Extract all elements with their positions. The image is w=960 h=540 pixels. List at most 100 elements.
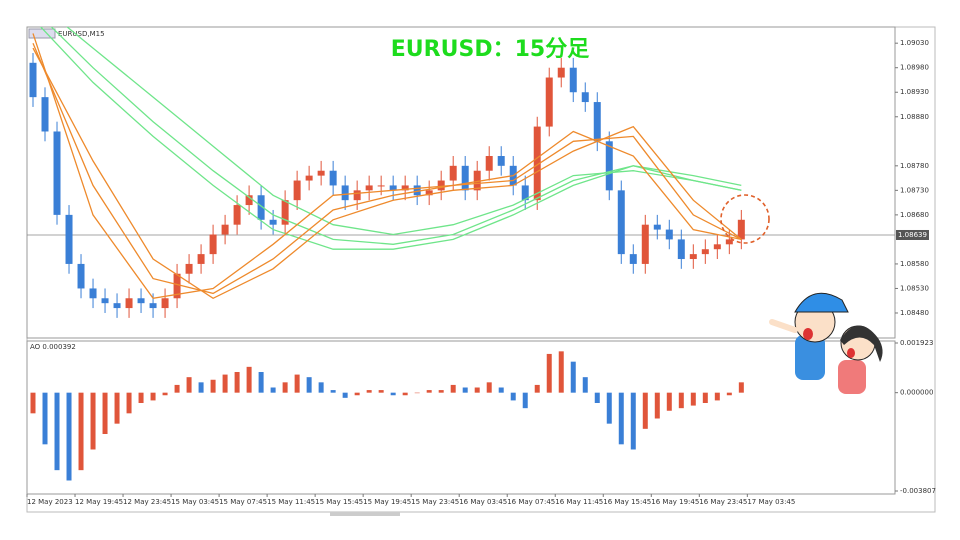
ao-bar [270, 387, 276, 393]
ao-bar [606, 392, 612, 424]
ao-bar [522, 392, 528, 409]
x-tick-label: 12 May 19:45 [75, 498, 123, 506]
ao-bar [30, 392, 36, 414]
ao-bar [186, 377, 192, 393]
candle-body [269, 219, 277, 225]
ao-label: AO 0.000392 [30, 343, 76, 351]
x-tick-label: 15 May 07:45 [219, 498, 267, 506]
ao-bar [162, 392, 168, 396]
ao-bar [534, 384, 540, 393]
ao-bar [426, 390, 432, 393]
girl-hair [840, 325, 883, 362]
ao-bar [630, 392, 636, 450]
x-tick-label: 15 May 23:45 [411, 498, 459, 506]
boy-arm [769, 319, 798, 333]
x-tick-label: 15 May 15:45 [315, 498, 363, 506]
ao-bar [690, 392, 696, 406]
x-tick-label: 16 May 07:45 [507, 498, 555, 506]
y-tick-label: 1.08930 [900, 88, 929, 96]
scrollbar [330, 512, 400, 516]
ao-bar [558, 351, 564, 393]
candle-body [521, 185, 529, 201]
x-tick-label: 16 May 19:45 [651, 498, 699, 506]
candle-body [125, 298, 133, 309]
candle-body [665, 229, 673, 240]
candle-body [449, 165, 457, 181]
candle-body [473, 170, 481, 191]
y-tick-label: 1.08780 [900, 162, 929, 170]
ao-bar [354, 392, 360, 396]
candle-body [737, 219, 745, 240]
ao-bar [54, 392, 60, 471]
ao-bar [198, 382, 204, 393]
y-tick-label: 1.08580 [900, 260, 929, 268]
candle-body [401, 185, 409, 191]
ao-y-tick-label: 0.000000 [900, 389, 933, 397]
ao-bar [126, 392, 132, 414]
ao-y-tick-label: 0.001923 [900, 339, 933, 347]
ao-bar [498, 387, 504, 393]
candle-body [485, 156, 493, 171]
ao-bar [102, 392, 108, 434]
candle-body [701, 249, 709, 255]
y-tick-label: 1.08480 [900, 309, 929, 317]
ao-bar [402, 392, 408, 396]
candle-body [137, 298, 145, 304]
candle-body [629, 254, 637, 264]
candle-body [413, 185, 421, 196]
illustration [769, 292, 883, 394]
candle-body [257, 195, 265, 220]
ao-bar [678, 392, 684, 409]
y-tick-label: 1.08530 [900, 284, 929, 292]
x-tick-label: 15 May 11:45 [267, 498, 315, 506]
ao-bar [78, 392, 84, 471]
x-tick-label: 12 May 23:45 [123, 498, 171, 506]
candle-body [641, 224, 649, 264]
x-tick-label: 16 May 03:45 [459, 498, 507, 506]
moving-average [66, 27, 742, 236]
last-price-box [896, 229, 929, 240]
candle-body [305, 175, 313, 181]
ao-bar [210, 379, 216, 393]
y-tick-label: 1.08880 [900, 113, 929, 121]
candle-body [281, 200, 289, 225]
candle-body [317, 170, 325, 176]
ao-panel [26, 340, 896, 495]
ao-bar [366, 390, 372, 393]
candle-body [569, 67, 577, 93]
ao-bar [330, 390, 336, 393]
candle-body [689, 254, 697, 260]
candle-body [209, 234, 217, 255]
candle-body [185, 263, 193, 274]
ao-bar [318, 382, 324, 393]
ao-bar [222, 374, 228, 393]
candle-body [677, 239, 685, 260]
ao-bar [378, 390, 384, 393]
x-tick-label: 16 May 15:45 [603, 498, 651, 506]
candle-body [113, 303, 121, 309]
candle-body [617, 190, 625, 255]
y-tick-label: 1.08980 [900, 64, 929, 72]
ao-bar [438, 390, 444, 393]
ao-bar [114, 392, 120, 424]
chart-title: EURUSD：15分足 [391, 37, 589, 62]
ao-bar [414, 392, 420, 394]
ao-bar [450, 384, 456, 393]
ao-bar [150, 392, 156, 401]
ao-bar [258, 372, 264, 393]
candle-body [653, 224, 661, 230]
ao-bar [282, 382, 288, 393]
x-tick-label: 17 May 03:45 [747, 498, 795, 506]
candle-body [713, 244, 721, 250]
ao-bar [738, 382, 744, 393]
candle-body [149, 303, 157, 309]
price-panel [26, 26, 896, 339]
ao-bar [138, 392, 144, 404]
candle-body [545, 77, 553, 127]
ao-bar [618, 392, 624, 445]
ao-bar [294, 374, 300, 393]
ao-bar [246, 366, 252, 393]
y-tick-label: 1.08730 [900, 186, 929, 194]
x-tick-label: 12 May 2023 [27, 498, 73, 506]
ao-bar [570, 361, 576, 393]
